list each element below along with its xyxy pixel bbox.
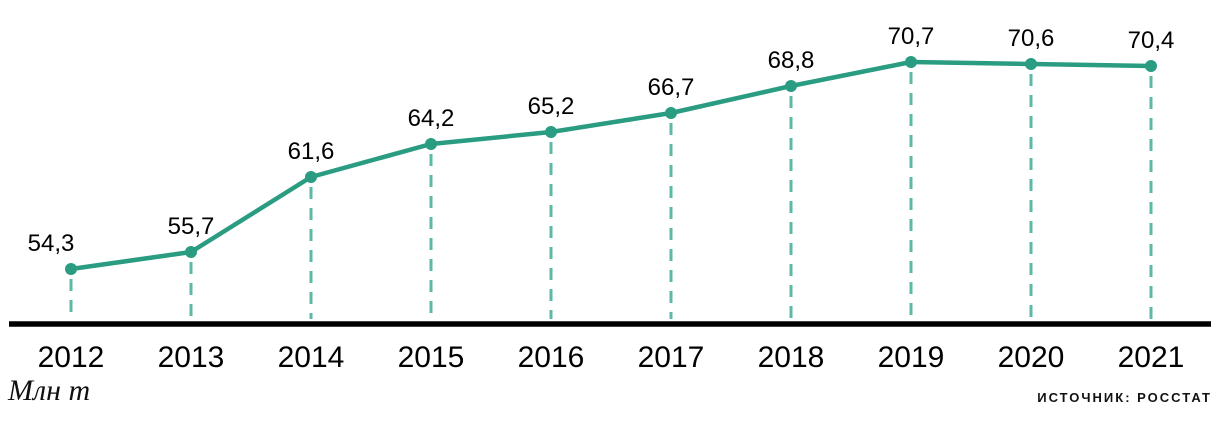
- series-line: [68, 59, 1154, 272]
- data-point: [905, 56, 917, 68]
- data-point: [785, 80, 797, 92]
- data-point: [65, 263, 77, 275]
- data-point-value-label: 55,7: [168, 213, 215, 240]
- data-point: [545, 126, 557, 138]
- x-axis-tick-label: 2019: [878, 341, 945, 374]
- data-point: [1145, 60, 1157, 72]
- data-point-value-label: 54,3: [28, 230, 75, 257]
- data-point-value-label: 64,2: [408, 105, 455, 132]
- x-axis-tick-label: 2013: [158, 341, 225, 374]
- source-label: ИСТОЧНИК: РОССТАТ: [1037, 390, 1212, 405]
- data-point-value-label: 70,6: [1008, 25, 1055, 52]
- data-point-value-label: 68,8: [768, 47, 815, 74]
- x-axis-tick-label: 2016: [518, 341, 585, 374]
- x-axis-tick-label: 2020: [998, 341, 1065, 374]
- data-point: [185, 246, 197, 258]
- x-axis-tick-label: 2015: [398, 341, 465, 374]
- data-point: [425, 138, 437, 150]
- unit-label: Млн т: [8, 374, 91, 407]
- data-point-value-label: 66,7: [648, 74, 695, 101]
- x-axis-tick-label: 2014: [278, 341, 345, 374]
- x-axis-tick-label: 2018: [758, 341, 825, 374]
- data-point: [665, 107, 677, 119]
- x-axis-tick-label: 2017: [638, 341, 705, 374]
- data-point: [305, 171, 317, 183]
- data-point-value-label: 70,7: [888, 23, 935, 50]
- data-point-value-label: 65,2: [528, 93, 575, 120]
- x-axis-tick-label: 2021: [1118, 341, 1185, 374]
- data-point-value-label: 70,4: [1128, 27, 1175, 54]
- x-axis-tick-label: 2012: [38, 341, 105, 374]
- data-point: [1025, 58, 1037, 70]
- data-point-value-label: 61,6: [288, 138, 335, 165]
